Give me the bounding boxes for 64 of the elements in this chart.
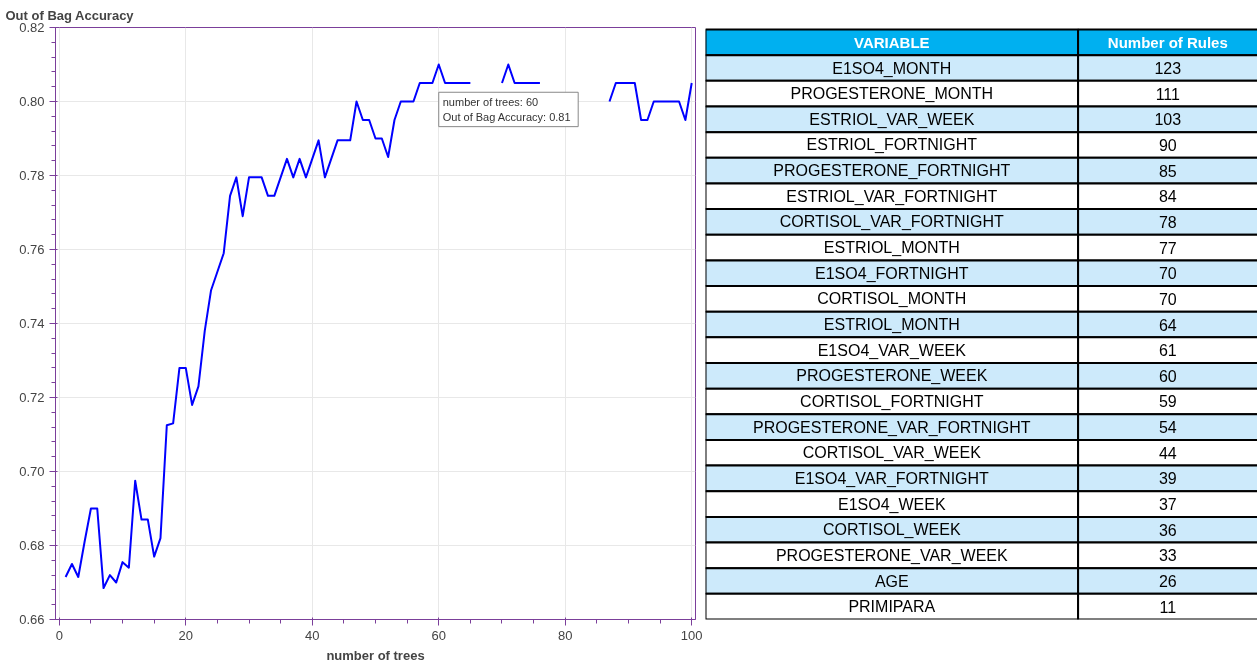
data-label: 54 bbox=[1158, 419, 1177, 437]
category-label: E1SO4_WEEK bbox=[838, 495, 946, 514]
data-label: 85 bbox=[1158, 162, 1177, 180]
category-label: CORTISOL_WEEK bbox=[823, 521, 961, 540]
data-label: 70 bbox=[1158, 265, 1177, 283]
category-label: PROGESTERONE_VAR_FORTNIGHT bbox=[752, 418, 1031, 437]
x-tick-label: 40 bbox=[305, 627, 320, 643]
data-label: 44 bbox=[1158, 444, 1177, 462]
y-tick-label: 0.82 bbox=[19, 20, 45, 35]
category-label: ESTRIOL_MONTH bbox=[823, 316, 960, 335]
x-tick-label: 60 bbox=[431, 627, 446, 643]
y-tick-label: 0.66 bbox=[19, 612, 45, 627]
y-tick-label: 0.74 bbox=[19, 316, 45, 331]
data-label: 39 bbox=[1158, 470, 1177, 488]
category-label: ESTRIOL_FORTNIGHT bbox=[806, 136, 978, 155]
data-label: 33 bbox=[1158, 547, 1177, 565]
y-tick-label: 0.68 bbox=[19, 538, 45, 553]
data-label: 78 bbox=[1158, 213, 1177, 231]
category-label: PROGESTERONE_VAR_WEEK bbox=[775, 546, 1009, 565]
y-tick-label: 0.76 bbox=[19, 242, 45, 257]
y-tick-label: 0.80 bbox=[19, 94, 45, 109]
data-label: 64 bbox=[1158, 316, 1177, 334]
category-label: PROGESTERONE_FORTNIGHT bbox=[773, 162, 1011, 181]
category-label: AGE bbox=[874, 572, 909, 590]
category-label: CORTISOL_FORTNIGHT bbox=[800, 392, 984, 411]
data-label: 123 bbox=[1154, 60, 1182, 78]
data-label: 11 bbox=[1159, 598, 1177, 616]
data-label: 60 bbox=[1158, 367, 1177, 385]
data-label: 36 bbox=[1158, 521, 1177, 539]
data-label: 111 bbox=[1155, 85, 1181, 103]
category-label: E1SO4_VAR_FORTNIGHT bbox=[794, 469, 990, 488]
data-label: 26 bbox=[1158, 573, 1177, 591]
y-tick-label: 0.72 bbox=[19, 390, 45, 405]
category-label: CORTISOL_VAR_WEEK bbox=[802, 444, 982, 463]
category-label: E1SO4_FORTNIGHT bbox=[815, 264, 969, 283]
category-label: CORTISOL_MONTH bbox=[817, 290, 967, 309]
data-label: 84 bbox=[1158, 188, 1177, 206]
category-label: PROGESTERONE_WEEK bbox=[796, 367, 988, 386]
category-label: ESTRIOL_VAR_WEEK bbox=[809, 110, 975, 129]
chart-title: Out of Bag Accuracy bbox=[5, 7, 135, 23]
text: Number of Rules bbox=[1107, 33, 1228, 51]
x-tick-label: 0 bbox=[55, 627, 63, 643]
data-label: 77 bbox=[1158, 239, 1177, 257]
annotation: number of trees: 60 Out of Bag Accuracy: 0.81 bbox=[442, 96, 571, 123]
x-tick-label: 80 bbox=[557, 627, 573, 643]
data-label: 90 bbox=[1158, 136, 1177, 154]
category-label: ESTRIOL_MONTH bbox=[823, 239, 960, 258]
x-tick-label: 100 bbox=[680, 627, 703, 643]
x-axis-title: number of trees bbox=[326, 647, 425, 663]
category-label: CORTISOL_VAR_FORTNIGHT bbox=[779, 213, 1005, 232]
category-label: PROGESTERONE_MONTH bbox=[790, 85, 994, 104]
data-label: 103 bbox=[1154, 111, 1182, 129]
text: VARIABLE bbox=[854, 33, 930, 51]
category-label: PRIMIPARA bbox=[848, 598, 936, 616]
x-tick-label: 20 bbox=[178, 627, 194, 643]
category-label: E1SO4_MONTH bbox=[832, 59, 952, 78]
category-label: ESTRIOL_VAR_FORTNIGHT bbox=[786, 187, 998, 206]
data-label: 70 bbox=[1158, 290, 1177, 308]
category-label: E1SO4_VAR_WEEK bbox=[817, 341, 967, 360]
y-tick-label: 0.70 bbox=[19, 464, 45, 479]
data-label: 61 bbox=[1158, 342, 1177, 360]
y-tick-label: 0.78 bbox=[19, 168, 45, 183]
data-label: 59 bbox=[1158, 393, 1177, 411]
data-label: 37 bbox=[1158, 496, 1177, 514]
